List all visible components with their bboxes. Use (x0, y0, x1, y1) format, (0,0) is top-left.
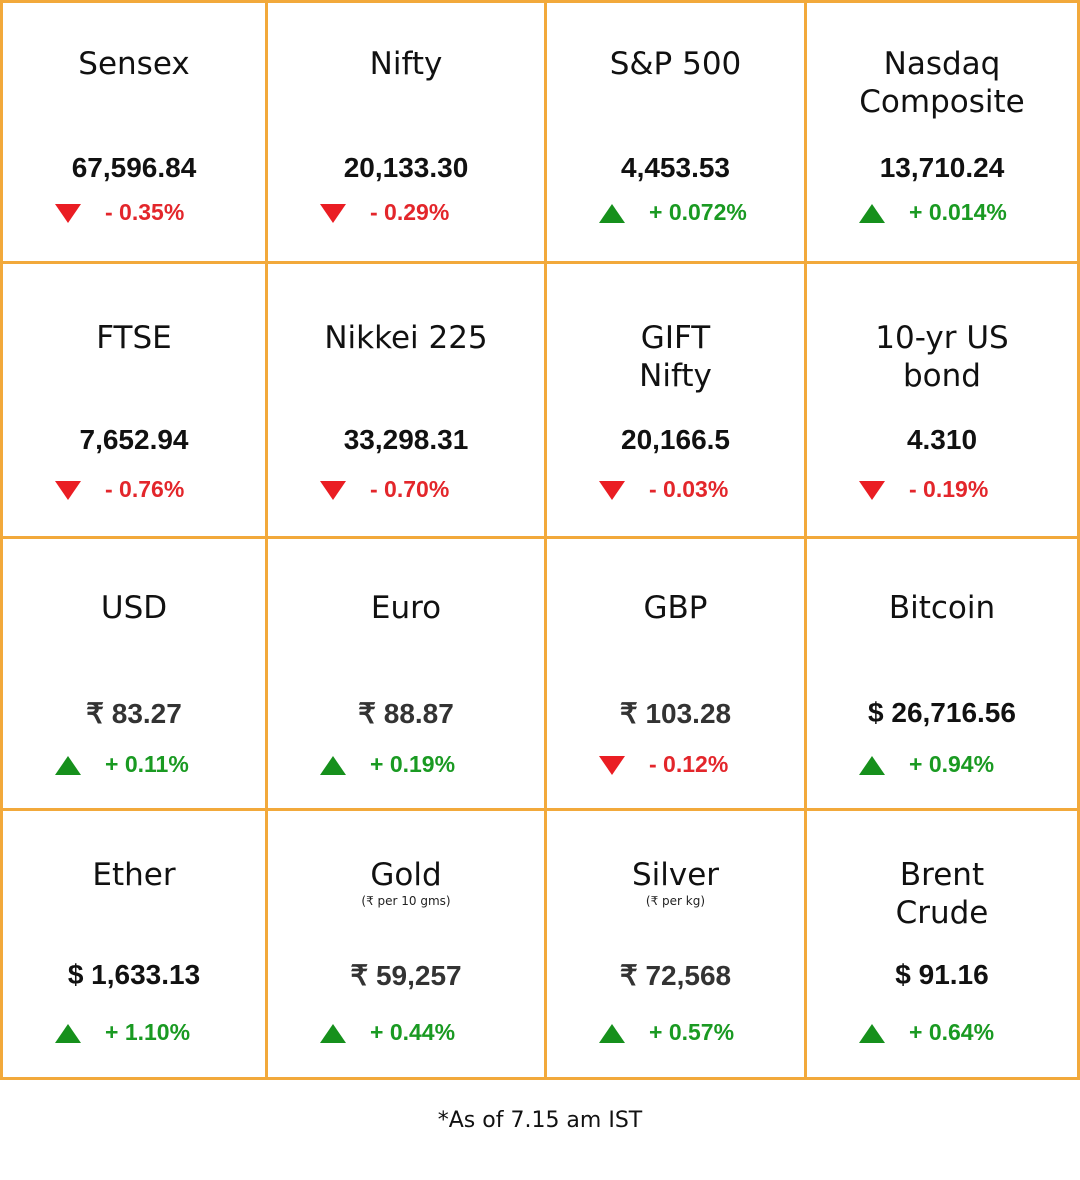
market-change: + 0.94% (909, 751, 995, 777)
grid-divider (265, 0, 268, 1080)
down-arrow-icon (859, 481, 885, 500)
market-cell: Bitcoin $ 26,716.56 + 0.94% (807, 539, 1077, 804)
market-value: 13,710.24 (879, 152, 1005, 183)
market-title: Ether (92, 857, 176, 893)
market-change: - 0.29% (370, 199, 450, 225)
up-arrow-icon (859, 756, 885, 775)
market-title: Brent Crude (895, 857, 989, 931)
up-arrow-icon (55, 1024, 81, 1043)
market-cell: Gold (₹ per 10 gms) ₹ 59,257 + 0.44% (268, 811, 544, 1076)
market-title: Euro (370, 590, 442, 626)
market-cell: Nikkei 225 33,298.31 - 0.70% (268, 264, 544, 529)
market-value: 20,133.30 (343, 152, 469, 183)
grid-divider (804, 0, 807, 1080)
market-title: 10-yr US bond (875, 320, 1009, 394)
market-title: Bitcoin (888, 590, 996, 626)
market-value: ₹ 59,257 (350, 960, 462, 991)
market-change: + 0.11% (105, 751, 189, 777)
market-cell: 10-yr US bond 4.310 - 0.19% (807, 264, 1077, 529)
market-cell: GBP ₹ 103.28 - 0.12% (547, 539, 804, 804)
market-change: + 0.014% (909, 199, 1007, 225)
market-title: GBP (643, 590, 708, 626)
market-value: 4,453.53 (621, 152, 730, 183)
market-unit-note: (₹ per 10 gms) (361, 894, 451, 908)
market-value: 4.310 (906, 424, 978, 455)
market-value: 20,166.5 (621, 424, 730, 455)
market-title: S&P 500 (609, 46, 742, 82)
market-title: Nasdaq Composite (859, 46, 1025, 120)
down-arrow-icon (599, 756, 625, 775)
market-value: ₹ 83.27 (86, 698, 182, 729)
down-arrow-icon (599, 481, 625, 500)
market-grid (0, 0, 1080, 1080)
market-change: + 0.64% (909, 1019, 995, 1045)
grid-divider (0, 808, 1080, 811)
up-arrow-icon (859, 204, 885, 223)
market-title: FTSE (96, 320, 172, 356)
market-cell: Brent Crude $ 91.16 + 0.64% (807, 811, 1077, 1076)
up-arrow-icon (320, 1024, 346, 1043)
market-cell: USD ₹ 83.27 + 0.11% (3, 539, 265, 804)
grid-divider (0, 536, 1080, 539)
market-cell: Nifty 20,133.30 - 0.29% (268, 0, 544, 265)
market-title: Silver (631, 857, 720, 893)
up-arrow-icon (859, 1024, 885, 1043)
market-change: - 0.70% (370, 476, 450, 502)
market-change: + 0.57% (649, 1019, 735, 1045)
grid-divider (544, 0, 547, 1080)
market-value: 33,298.31 (343, 424, 469, 455)
market-change: + 0.072% (649, 199, 747, 225)
up-arrow-icon (599, 1024, 625, 1043)
market-title: Nikkei 225 (324, 320, 488, 356)
market-title: USD (100, 590, 168, 626)
down-arrow-icon (55, 204, 81, 223)
market-cell: Silver (₹ per kg) ₹ 72,568 + 0.57% (547, 811, 804, 1076)
as-of-footnote: *As of 7.15 am IST (437, 1108, 643, 1133)
down-arrow-icon (55, 481, 81, 500)
market-change: + 0.44% (370, 1019, 456, 1045)
grid-divider (0, 261, 1080, 264)
down-arrow-icon (320, 204, 346, 223)
market-unit-note: (₹ per kg) (645, 894, 706, 908)
up-arrow-icon (599, 204, 625, 223)
market-value: ₹ 88.87 (358, 698, 454, 729)
market-change: + 0.19% (370, 751, 456, 777)
up-arrow-icon (320, 756, 346, 775)
market-change: - 0.35% (105, 199, 185, 225)
market-change: - 0.12% (649, 751, 729, 777)
market-value: ₹ 72,568 (619, 960, 732, 991)
market-cell: GIFT Nifty 20,166.5 - 0.03% (547, 264, 804, 529)
market-change: - 0.76% (105, 476, 185, 502)
market-cell: Euro ₹ 88.87 + 0.19% (268, 539, 544, 804)
up-arrow-icon (55, 756, 81, 775)
market-title: Gold (370, 857, 442, 893)
market-cell: FTSE 7,652.94 - 0.76% (3, 264, 265, 529)
market-cell: Ether $ 1,633.13 + 1.10% (3, 811, 265, 1076)
market-title: Sensex (78, 46, 190, 82)
market-value: 7,652.94 (79, 424, 189, 455)
market-title: Nifty (369, 46, 443, 82)
market-change: + 1.10% (105, 1019, 191, 1045)
market-value: ₹ 103.28 (619, 698, 732, 729)
market-cell: Sensex 67,596.84 - 0.35% (3, 0, 265, 265)
down-arrow-icon (320, 481, 346, 500)
market-cell: Nasdaq Composite 13,710.24 + 0.014% (807, 0, 1077, 265)
market-cell: S&P 500 4,453.53 + 0.072% (547, 0, 804, 265)
market-value: 67,596.84 (71, 152, 197, 183)
market-change: - 0.03% (649, 476, 729, 502)
market-change: - 0.19% (909, 476, 989, 502)
market-value: $ 26,716.56 (868, 697, 1016, 728)
market-value: $ 91.16 (895, 959, 989, 990)
market-title: GIFT Nifty (639, 320, 712, 394)
market-value: $ 1,633.13 (67, 959, 201, 990)
